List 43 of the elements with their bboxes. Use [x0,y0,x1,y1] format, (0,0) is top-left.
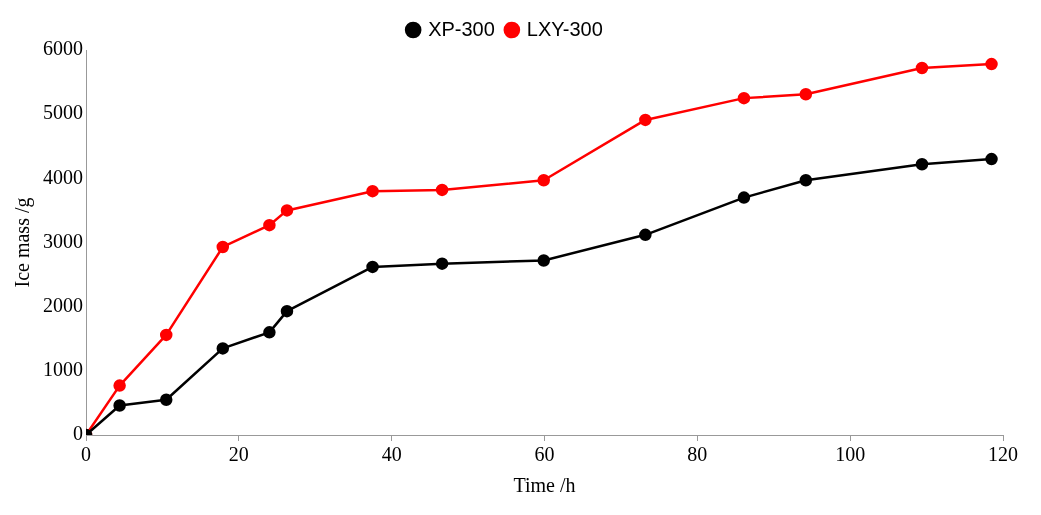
point [280,204,294,217]
point [113,379,126,392]
x-tick-label: 60 [534,443,555,466]
point [537,254,550,267]
point [737,191,751,204]
point [159,393,173,406]
x-axis-title: Time /h [513,474,576,497]
point [159,328,173,342]
point [737,91,751,105]
y-tick-label: 5000 [43,101,83,124]
x-tick-label: 100 [835,443,866,466]
point [366,184,379,198]
point [799,174,813,187]
point [915,61,929,75]
point [985,57,998,71]
x-tick-label: 120 [988,443,1018,466]
point [537,174,550,187]
x-tick-label: 40 [381,443,402,466]
point [435,183,449,197]
point [985,152,998,166]
point [366,260,379,274]
point [113,399,126,412]
y-axis-title: Ice mass /g [11,197,35,288]
point [216,342,230,355]
point [435,257,449,270]
point [639,113,652,127]
point [915,157,929,171]
y-tick-label: 0 [73,422,83,445]
x-tick-label: 80 [687,443,708,466]
y-tick-label: 2000 [43,293,83,316]
y-tick-label: 3000 [43,229,83,252]
point [799,88,813,101]
y-tick-label: 1000 [43,358,83,381]
point [263,326,276,339]
point [263,218,276,232]
point [280,304,294,318]
point [639,228,652,242]
x-tick-label: 20 [228,443,249,466]
y-tick-label: 4000 [43,165,83,188]
y-tick-label: 6000 [43,37,83,60]
legend-label: LXY-300 [526,17,603,40]
legend-label: XP-300 [428,17,495,40]
point [216,240,230,254]
